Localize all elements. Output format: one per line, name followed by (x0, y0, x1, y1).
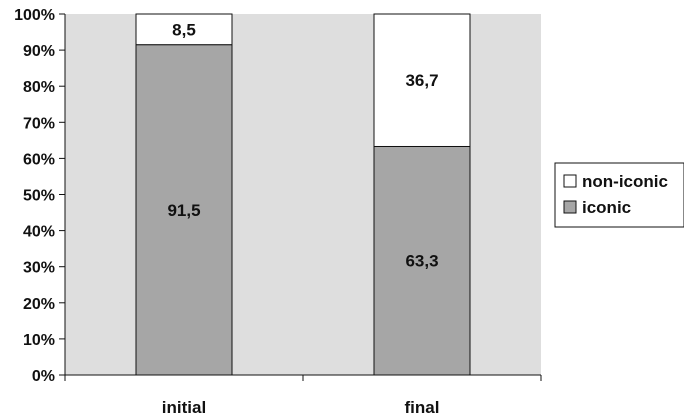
data-label-iconic-final: 63,3 (405, 252, 438, 271)
y-tick-label-10: 100% (14, 7, 55, 24)
y-tick-label-4: 40% (23, 224, 55, 241)
y-tick-label-2: 20% (23, 296, 55, 313)
axes: initial final 0% 10% 20% 30% 40% 50% 60% 70% 80% 90… (14, 7, 542, 417)
legend: non-iconic iconic (554, 162, 684, 228)
legend-swatch-iconic (563, 200, 577, 214)
legend-label-iconic: iconic (582, 198, 631, 217)
y-tick-label-5: 50% (23, 188, 55, 205)
legend-label-non-iconic: non-iconic (582, 172, 668, 191)
data-label-iconic-initial: 91,5 (167, 201, 200, 220)
legend-swatch-non-iconic (563, 174, 577, 188)
y-tick-label-6: 60% (23, 151, 55, 168)
data-labels: 91,5 8,5 63,3 36,7 (167, 20, 438, 270)
bar-non-iconic-final (373, 13, 471, 147)
y-tick-label-8: 80% (23, 79, 55, 96)
y-tick-label-1: 10% (23, 332, 55, 349)
legend-box (554, 162, 684, 228)
y-tick-label-0: 0% (32, 368, 55, 385)
bar-non-iconic-initial (135, 13, 233, 46)
bar-iconic-initial (135, 44, 233, 376)
x-tick-label-initial: initial (162, 398, 206, 417)
data-label-non-iconic-initial: 8,5 (172, 20, 196, 39)
y-tick-label-7: 70% (23, 115, 55, 132)
bars (135, 13, 471, 376)
data-label-non-iconic-final: 36,7 (405, 71, 438, 90)
y-tick-label-3: 30% (23, 260, 55, 277)
y-tick-label-9: 90% (23, 43, 55, 60)
x-tick-label-final: final (405, 398, 440, 417)
bar-iconic-final (373, 145, 471, 376)
